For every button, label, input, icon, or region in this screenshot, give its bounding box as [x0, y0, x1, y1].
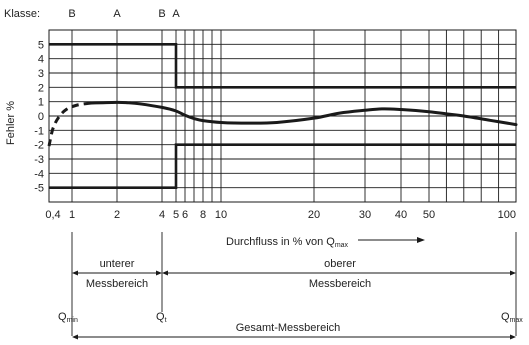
grid — [49, 30, 516, 202]
x-tick-label: 2 — [114, 209, 120, 221]
y-tick-label: -3 — [34, 154, 44, 166]
lower-error-limit-line — [49, 143, 516, 189]
class-label: Klasse: — [4, 8, 40, 20]
x-tick-label: 0,4 — [45, 209, 60, 221]
qmin-label: Qmin — [58, 311, 78, 324]
y-axis-label: Fehler % — [5, 101, 17, 145]
upper-range-label-1: oberer — [324, 258, 356, 270]
upper-error-limit-line — [49, 43, 516, 89]
y-tick-label: 2 — [38, 82, 44, 94]
error-curve-solid — [88, 100, 518, 127]
upper-range-label-2: Messbereich — [309, 278, 371, 290]
y-tick-label: 5 — [38, 39, 44, 51]
total-range-arrow-right — [510, 334, 516, 340]
x-tick-label: 8 — [200, 209, 206, 221]
plot-frame — [48, 29, 517, 203]
x-tick-label: 10 — [215, 209, 227, 221]
x-tick-label: 5 — [173, 209, 179, 221]
lower-range-label-2: Messbereich — [86, 278, 148, 290]
y-tick-label: 0 — [38, 111, 44, 123]
class-mark-label: A — [172, 8, 180, 20]
x-tick-label: 40 — [395, 209, 407, 221]
qmax-label: Qmax — [501, 311, 523, 324]
y-tick-label: -1 — [34, 125, 44, 137]
qt-label: Qt — [156, 311, 167, 324]
upper-range-arrow-right — [510, 270, 516, 276]
x-tick-label: 50 — [423, 209, 435, 221]
y-tick-label: -5 — [34, 183, 44, 195]
x-axis-arrow-head — [417, 237, 425, 243]
upper-range-arrow-left — [162, 270, 168, 276]
lower-range-arrow-left — [72, 270, 78, 276]
class-mark-label: A — [113, 8, 121, 20]
x-tick-label: 20 — [308, 209, 320, 221]
y-tick-labels: 5 4 3 2 1 0 -1 -2 -3 -4 -5 — [34, 39, 44, 194]
lower-range-arrow-right — [156, 270, 162, 276]
error-curve-dashed — [47, 101, 91, 147]
class-mark-label: B — [68, 8, 75, 20]
x-tick-labels: 0,4 1 2 4 5 6 8 10 20 30 40 50 100 — [45, 209, 516, 221]
total-range-arrow-left — [72, 334, 78, 340]
y-tick-label: 3 — [38, 68, 44, 80]
y-tick-label: -2 — [34, 140, 44, 152]
lower-range-label-1: unterer — [100, 258, 135, 270]
x-tick-label: 4 — [159, 209, 165, 221]
y-tick-label: -4 — [34, 168, 44, 180]
x-tick-label: 100 — [498, 209, 516, 221]
x-axis-label: Durchfluss in % von Qmax — [226, 236, 349, 249]
y-tick-label: 1 — [38, 97, 44, 109]
total-range-label: Gesamt-Messbereich — [236, 322, 341, 334]
x-tick-label: 1 — [69, 209, 75, 221]
x-tick-label: 6 — [182, 209, 188, 221]
x-tick-label: 30 — [359, 209, 371, 221]
class-mark-label: B — [158, 8, 165, 20]
y-tick-label: 4 — [38, 54, 44, 66]
